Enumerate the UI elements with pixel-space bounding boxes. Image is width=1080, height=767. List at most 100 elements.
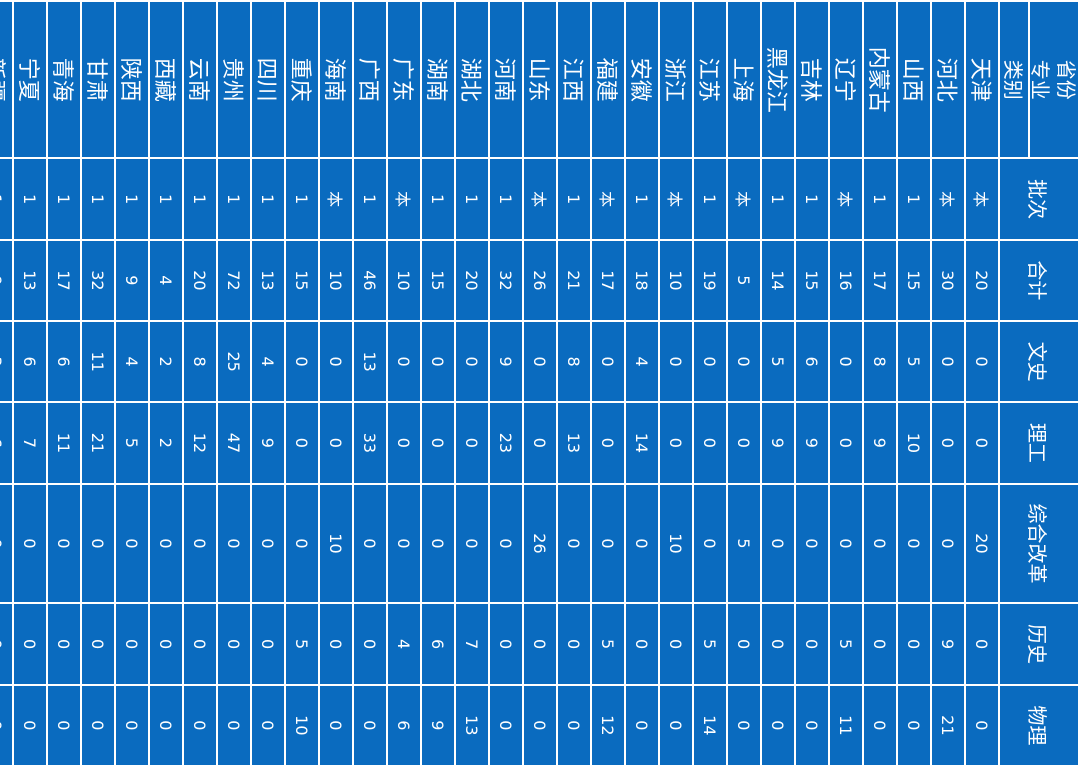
- province-cell: 西藏: [149, 1, 183, 159]
- total-cell: 14: [761, 239, 795, 321]
- province-cell: 广西: [353, 1, 387, 159]
- science-engineering-cell: 0: [591, 402, 625, 484]
- physics-cell: 13: [455, 684, 489, 766]
- total-cell: 72: [217, 239, 251, 321]
- science-engineering-cell: 10: [897, 402, 931, 484]
- batch-cell: 1: [421, 158, 455, 240]
- physics-cell: 10: [285, 684, 319, 766]
- province-cell: 重庆: [285, 1, 319, 159]
- physics-cell: 0: [13, 684, 47, 766]
- province-cell: 新疆: [0, 1, 13, 159]
- physics-cell: 0: [183, 684, 217, 766]
- science-engineering-cell: 0: [727, 402, 761, 484]
- province-cell: 甘肃: [81, 1, 115, 159]
- table-row: 四川 1 13 4 9 0 0 0: [251, 1, 285, 766]
- physics-cell: 0: [863, 684, 897, 766]
- province-cell: 江西: [557, 1, 591, 159]
- province-cell: 河南: [489, 1, 523, 159]
- science-engineering-cell: 0: [693, 402, 727, 484]
- physics-cell: 0: [217, 684, 251, 766]
- science-engineering-cell: 9: [761, 402, 795, 484]
- table-row: 天津本 20 0 0 20 0 0: [965, 1, 999, 766]
- physics-cell: 9: [421, 684, 455, 766]
- batch-cell: 1: [795, 158, 829, 240]
- batch-cell: 1: [625, 158, 659, 240]
- science-engineering-cell: 33: [353, 402, 387, 484]
- province-cell: 湖南: [421, 1, 455, 159]
- batch-cell: 1: [761, 158, 795, 240]
- province-cell: 云南: [183, 1, 217, 159]
- comprehensive-reform-cell: 5: [727, 483, 761, 604]
- physics-cell: 0: [727, 684, 761, 766]
- liberal-arts-cell: 0: [693, 321, 727, 403]
- table-row: 重庆 1 15 0 0 0 5 10: [285, 1, 319, 766]
- batch-cell: 1: [693, 158, 727, 240]
- table-row: 山东本 26 0 0 26 0 0: [523, 1, 557, 766]
- table-row: 海南本 10 0 0 10 0 0: [319, 1, 353, 766]
- batch-cell: 1: [489, 158, 523, 240]
- liberal-arts-cell: 0: [829, 321, 863, 403]
- physics-cell: 14: [693, 684, 727, 766]
- comprehensive-reform-cell: 0: [81, 483, 115, 604]
- province-cell: 宁夏: [13, 1, 47, 159]
- liberal-arts-cell: 11: [81, 321, 115, 403]
- header-batch: 批次: [999, 158, 1079, 240]
- liberal-arts-cell: 4: [625, 321, 659, 403]
- comprehensive-reform-cell: 0: [421, 483, 455, 604]
- science-engineering-cell: 0: [659, 402, 693, 484]
- comprehensive-reform-cell: 0: [693, 483, 727, 604]
- total-cell: 19: [693, 239, 727, 321]
- physics-cell: 0: [115, 684, 149, 766]
- province-cell: 河北: [931, 1, 965, 159]
- batch-cell: 1: [13, 158, 47, 240]
- science-engineering-cell: 12: [183, 402, 217, 484]
- table-row: 上海本 5 0 0 5 0 0: [727, 1, 761, 766]
- batch-cell: 本: [727, 158, 761, 240]
- liberal-arts-cell: 0: [319, 321, 353, 403]
- batch-cell: 本: [931, 158, 965, 240]
- science-engineering-cell: 9: [863, 402, 897, 484]
- comprehensive-reform-cell: 0: [931, 483, 965, 604]
- liberal-arts-cell: 6: [47, 321, 81, 403]
- liberal-arts-cell: 4: [251, 321, 285, 403]
- history-cell: 0: [149, 603, 183, 685]
- physics-cell: 0: [489, 684, 523, 766]
- total-cell: 13: [251, 239, 285, 321]
- comprehensive-reform-cell: 0: [897, 483, 931, 604]
- province-cell: 内蒙古: [863, 1, 897, 159]
- total-cell: 13: [13, 239, 47, 321]
- comprehensive-reform-cell: 26: [523, 483, 557, 604]
- header-physics: 物理: [999, 684, 1079, 766]
- province-cell: 上海: [727, 1, 761, 159]
- total-cell: 30: [931, 239, 965, 321]
- table-row: 湖南 1 15 0 0 0 6 9: [421, 1, 455, 766]
- liberal-arts-cell: 6: [13, 321, 47, 403]
- liberal-arts-cell: 0: [727, 321, 761, 403]
- history-cell: 0: [727, 603, 761, 685]
- table-row: 西藏 1 4 2 2 0 0 0: [149, 1, 183, 766]
- science-engineering-cell: 9: [251, 402, 285, 484]
- liberal-arts-cell: 5: [897, 321, 931, 403]
- comprehensive-reform-cell: 0: [557, 483, 591, 604]
- province-cell: 海南: [319, 1, 353, 159]
- batch-cell: 本: [523, 158, 557, 240]
- history-cell: 5: [693, 603, 727, 685]
- history-cell: 0: [863, 603, 897, 685]
- history-cell: 0: [625, 603, 659, 685]
- total-cell: 17: [863, 239, 897, 321]
- liberal-arts-cell: 0: [931, 321, 965, 403]
- physics-cell: 0: [761, 684, 795, 766]
- history-cell: 0: [0, 603, 13, 685]
- comprehensive-reform-cell: 0: [47, 483, 81, 604]
- header-comprehensive-reform: 综合改革: [999, 483, 1079, 604]
- history-cell: 0: [217, 603, 251, 685]
- table-row: 江西 1 21 8 13 0 0 0: [557, 1, 591, 766]
- total-cell: 15: [285, 239, 319, 321]
- comprehensive-reform-cell: 0: [591, 483, 625, 604]
- province-cell: 辽宁: [829, 1, 863, 159]
- history-cell: 5: [285, 603, 319, 685]
- liberal-arts-cell: 9: [489, 321, 523, 403]
- comprehensive-reform-cell: 0: [863, 483, 897, 604]
- total-cell: 17: [47, 239, 81, 321]
